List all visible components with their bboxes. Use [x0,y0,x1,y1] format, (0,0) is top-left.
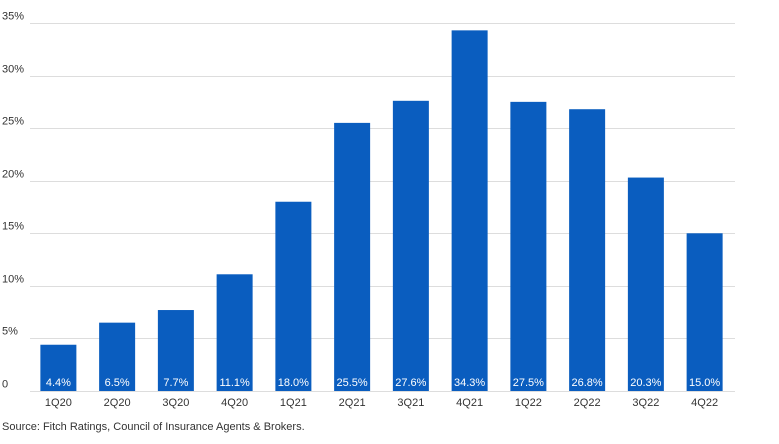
source-note: Source: Fitch Ratings, Council of Insura… [2,421,305,433]
bar [40,344,77,391]
bar [157,310,194,391]
data-labels: 4.4% 6.5% 7.7% 11.1% 18.0% 25.5% 27.6% 34.3% 27.… [46,377,721,389]
data-label: 7.7% [163,377,188,389]
bars [40,30,723,392]
x-tick-label: 3Q21 [397,397,424,409]
x-tick-label: 2Q21 [339,397,366,409]
bar [275,201,312,391]
bar [392,100,429,391]
y-tick-label: 10% [2,274,24,286]
x-tick-label: 2Q20 [104,397,131,409]
bar [216,274,253,391]
data-label: 15.0% [689,377,720,389]
bar [686,233,723,391]
gridlines [30,23,735,392]
x-axis-tick-labels: 1Q20 2Q20 3Q20 4Q20 1Q21 2Q21 3Q21 4Q21 1Q22 2Q22… [45,397,718,409]
data-label: 25.5% [337,377,368,389]
x-tick-label: 3Q22 [632,397,659,409]
y-tick-label: 15% [2,221,24,233]
data-label: 34.3% [454,377,485,389]
y-tick-label: 35% [2,11,24,23]
x-tick-label: 4Q21 [456,397,483,409]
bar [569,109,606,392]
y-tick-label: 30% [2,64,24,76]
x-tick-label: 3Q20 [162,397,189,409]
bar [334,122,371,391]
data-label: 27.6% [395,377,426,389]
data-label: 11.1% [219,377,250,389]
bar [510,101,547,391]
x-tick-label: 4Q20 [221,397,248,409]
data-label: 4.4% [46,377,71,389]
x-tick-label: 1Q21 [280,397,307,409]
y-tick-label: 0 [2,379,8,391]
data-label: 6.5% [105,377,130,389]
x-tick-label: 1Q20 [45,397,72,409]
bar [99,322,136,391]
data-label: 20.3% [630,377,661,389]
y-tick-label: 5% [2,326,18,338]
data-label: 18.0% [278,377,309,389]
data-label: 26.8% [572,377,603,389]
y-axis-tick-labels: 0 5% 10% 15% 20% 25% 30% 35% [2,11,24,391]
x-tick-label: 2Q22 [574,397,601,409]
y-tick-label: 25% [2,116,24,128]
y-tick-label: 20% [2,169,24,181]
x-tick-label: 1Q22 [515,397,542,409]
x-tick-label: 4Q22 [691,397,718,409]
data-label: 27.5% [513,377,544,389]
bar [627,177,664,391]
bar [451,30,488,392]
